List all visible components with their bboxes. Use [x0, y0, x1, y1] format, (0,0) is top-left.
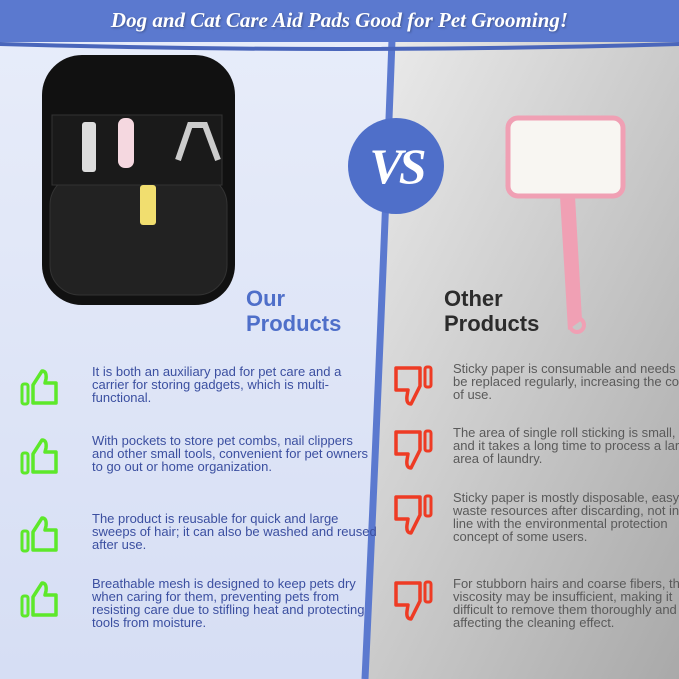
- vs-badge: VS: [348, 118, 444, 214]
- right-panel: [365, 40, 679, 679]
- item-text: Sticky paper is mostly disposable, easy …: [453, 490, 679, 544]
- pouch-product-image: [42, 55, 235, 305]
- item-text: The area of single roll sticking is smal…: [453, 425, 679, 466]
- thumbs-down-icon: [393, 579, 433, 628]
- comparison-item: With pockets to store pet combs, nail cl…: [20, 434, 377, 481]
- comparison-item: Sticky paper is consumable and needs to …: [393, 362, 679, 413]
- heading-line: Our: [246, 286, 286, 311]
- heading-line: Products: [444, 311, 540, 336]
- comparison-item: Sticky paper is mostly disposable, easy …: [393, 491, 679, 543]
- item-text: The product is reusable for quick and la…: [92, 511, 377, 552]
- item-text: Sticky paper is consumable and needs to …: [453, 361, 679, 402]
- thumbs-up-icon: [20, 367, 60, 412]
- thumbs-down-icon: [393, 364, 433, 413]
- our-products-heading: Our Products: [246, 286, 341, 336]
- item-text: Breathable mesh is designed to keep pets…: [92, 576, 365, 630]
- header-band: [0, 0, 679, 42]
- comparison-item: Breathable mesh is designed to keep pets…: [20, 577, 377, 629]
- heading-line: Products: [246, 311, 342, 336]
- item-text: It is both an auxiliary pad for pet care…: [92, 364, 342, 405]
- page-title: Dog and Cat Care Aid Pads Good for Pet G…: [110, 8, 569, 32]
- heading-line: Other: [444, 286, 503, 311]
- thumbs-down-icon: [393, 428, 433, 477]
- thumbs-down-icon: [393, 493, 433, 542]
- comparison-item: It is both an auxiliary pad for pet care…: [20, 365, 377, 412]
- comparison-item: For stubborn hairs and coarse fibers, th…: [393, 577, 679, 629]
- comparison-item: The area of single roll sticking is smal…: [393, 426, 679, 477]
- lint-roller-image: [505, 115, 626, 334]
- thumbs-up-icon: [20, 579, 60, 624]
- comparison-item: The product is reusable for quick and la…: [20, 512, 377, 559]
- item-text: For stubborn hairs and coarse fibers, th…: [453, 576, 679, 630]
- item-text: With pockets to store pet combs, nail cl…: [92, 433, 369, 474]
- thumbs-up-icon: [20, 436, 60, 481]
- other-products-heading: Other Products: [444, 286, 539, 336]
- thumbs-up-icon: [20, 514, 60, 559]
